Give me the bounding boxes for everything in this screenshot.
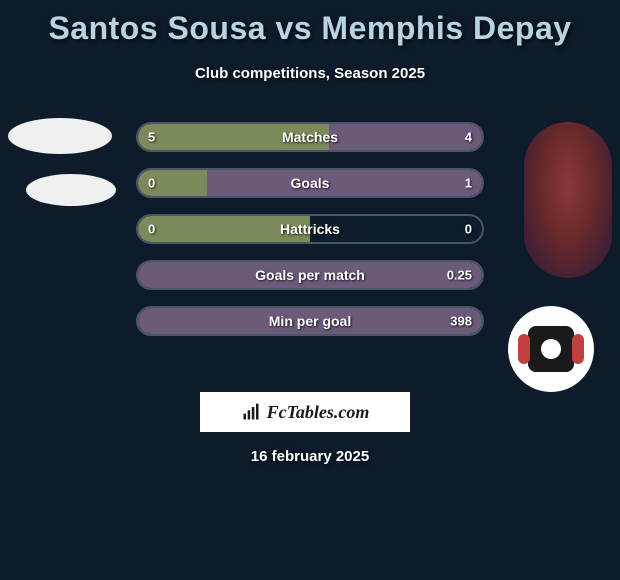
stat-label: Goals per match: [255, 267, 365, 283]
subtitle: Club competitions, Season 2025: [0, 65, 620, 82]
chart-icon: [241, 402, 261, 422]
player-left-silhouette: [8, 118, 112, 154]
bar-right: [329, 124, 482, 150]
date-text: 16 february 2025: [0, 448, 620, 465]
stat-row: Goals per match 0.25: [136, 260, 484, 290]
stat-value-right: 398: [450, 314, 472, 329]
stat-value-right: 1: [465, 176, 472, 191]
stat-label: Hattricks: [280, 221, 340, 237]
stat-value-left: 0: [148, 222, 155, 237]
bar-right: [207, 170, 482, 196]
stat-row: Hattricks 0 0: [136, 214, 484, 244]
stat-value-right: 4: [465, 130, 472, 145]
stat-row: Min per goal 398: [136, 306, 484, 336]
stat-value-right: 0: [465, 222, 472, 237]
stat-value-left: 5: [148, 130, 155, 145]
club-right-badge: [508, 306, 594, 392]
stat-value-right: 0.25: [447, 268, 472, 283]
club-left-badge: [26, 174, 116, 206]
player-right-photo: [524, 122, 612, 278]
page-title: Santos Sousa vs Memphis Depay: [0, 0, 620, 47]
comparison-chart: Matches 5 4 Goals 0 1 Hattricks 0 0 Goals per mat…: [136, 122, 484, 352]
stat-row: Matches 5 4: [136, 122, 484, 152]
stat-value-left: 0: [148, 176, 155, 191]
brand-box: FcTables.com: [200, 392, 410, 432]
stat-label: Min per goal: [269, 313, 351, 329]
stat-label: Matches: [282, 129, 338, 145]
stat-label: Goals: [291, 175, 330, 191]
brand-text: FcTables.com: [267, 402, 370, 423]
stat-row: Goals 0 1: [136, 168, 484, 198]
corinthians-badge-icon: [528, 326, 574, 372]
